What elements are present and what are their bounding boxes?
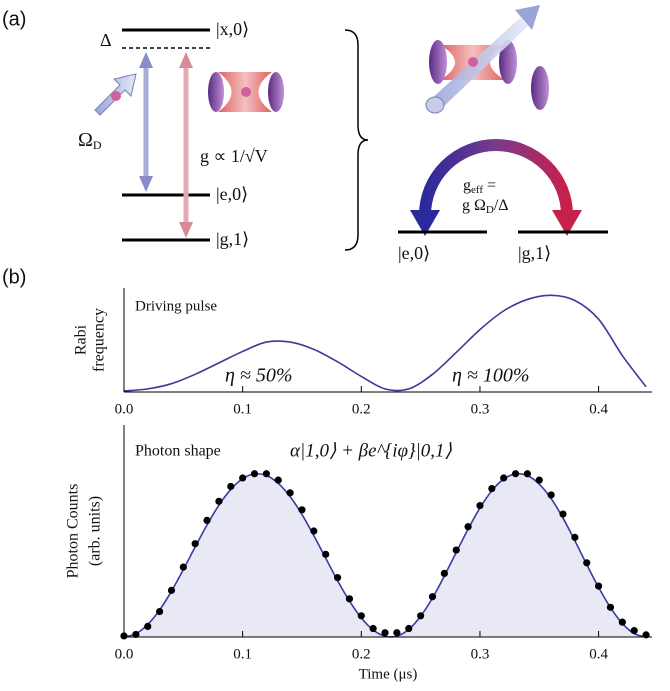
data-point <box>464 523 472 531</box>
line <box>123 294 647 392</box>
data-point <box>333 574 342 582</box>
annotation: η ≈ 50% <box>225 365 293 387</box>
x-tick-label: 0.0 <box>115 401 134 417</box>
data-point <box>191 540 199 548</box>
symbol: g <box>463 177 471 194</box>
data-point <box>203 516 211 525</box>
data-point <box>559 510 567 518</box>
equals: = <box>487 177 496 194</box>
data-point <box>452 546 460 554</box>
data-point <box>155 607 164 616</box>
arrow-head <box>139 52 153 68</box>
data-point <box>250 470 259 478</box>
level-label: |g,1⟩ <box>216 229 249 249</box>
data-point <box>298 506 306 514</box>
data-point <box>144 622 152 631</box>
cavity-icon <box>208 72 284 112</box>
x-axis-label: Time (μs) <box>359 666 418 682</box>
data-point <box>227 482 235 491</box>
annotation: Photon shape <box>135 443 221 460</box>
level-label: |e,0⟩ <box>398 243 430 263</box>
expr-tail: /Δ <box>494 197 509 214</box>
x-tick-label: 0.0 <box>115 646 134 662</box>
data-point <box>511 470 520 478</box>
data-point <box>630 627 638 635</box>
data-point <box>523 470 532 478</box>
rabi-label: ΩD <box>78 129 102 152</box>
data-point <box>571 533 579 541</box>
laser-icon <box>94 73 137 116</box>
coupling-arrow <box>419 139 573 216</box>
arrow-head <box>179 52 193 68</box>
data-point <box>357 612 365 620</box>
data-point <box>618 618 626 626</box>
expr-head: g Ω <box>462 197 486 214</box>
x-tick-label: 0.3 <box>471 401 490 417</box>
coupling-label: g ∝ 1/√V <box>200 146 268 166</box>
data-point <box>369 624 377 633</box>
data-point <box>393 629 401 637</box>
annotation: η ≈ 100% <box>452 365 530 387</box>
detuning-label: Δ <box>100 30 112 50</box>
subscript: eff <box>471 184 483 196</box>
data-point <box>345 595 354 603</box>
data-point <box>583 559 591 567</box>
arrow-head <box>179 222 193 238</box>
arrow-head <box>139 176 153 192</box>
geff-label: geff = <box>463 177 496 196</box>
data-point <box>606 603 615 611</box>
data-point <box>440 569 448 578</box>
y-axis-label: Rabi <box>73 324 90 355</box>
data-point <box>405 624 413 633</box>
subscript: D <box>486 204 494 216</box>
data-point <box>535 476 543 484</box>
data-point <box>286 489 294 497</box>
data-point <box>381 629 389 637</box>
level-label: |e,0⟩ <box>216 184 248 204</box>
data-point <box>167 586 176 594</box>
data-point <box>476 501 484 510</box>
data-point <box>132 630 140 639</box>
y-axis-label: (arb. units) <box>87 496 104 566</box>
panel-label: (b) <box>2 266 26 288</box>
panel-label: (a) <box>2 8 26 30</box>
data-point <box>179 563 187 571</box>
x-tick-label: 0.3 <box>471 646 490 662</box>
level-label: |g,1⟩ <box>518 243 551 263</box>
area <box>124 473 647 637</box>
level-label: |x,0⟩ <box>216 19 249 39</box>
x-tick-label: 0.4 <box>589 401 608 417</box>
brace <box>344 29 369 251</box>
data-point <box>417 612 425 620</box>
data-point <box>239 474 247 482</box>
symbol: Ω <box>78 129 93 151</box>
x-tick-label: 0.2 <box>352 646 371 662</box>
data-point <box>310 527 318 535</box>
data-point <box>428 593 437 601</box>
subscript: D <box>93 138 102 152</box>
x-tick-label: 0.4 <box>589 646 608 662</box>
data-point <box>262 470 270 478</box>
data-point <box>274 476 282 484</box>
y-axis-label: frequency <box>91 308 108 372</box>
data-point <box>488 485 496 493</box>
arrow-head <box>410 210 440 236</box>
x-tick-label: 0.1 <box>233 646 252 662</box>
data-point <box>547 491 555 499</box>
data-point <box>215 497 223 505</box>
annotation: α|1,0⟩ + βe^{iφ}|0,1⟩ <box>290 440 453 461</box>
cavity-laser-icon <box>425 5 549 114</box>
y-axis-label: Photon Counts <box>65 484 82 579</box>
data-point <box>595 582 603 590</box>
x-tick-label: 0.2 <box>352 401 371 417</box>
annotation: Driving pulse <box>135 298 217 314</box>
data-point <box>322 550 330 558</box>
arrow-head <box>552 210 582 236</box>
geff-expression: g ΩD/Δ <box>462 197 509 216</box>
x-tick-label: 0.1 <box>233 401 252 417</box>
data-point <box>500 474 508 482</box>
